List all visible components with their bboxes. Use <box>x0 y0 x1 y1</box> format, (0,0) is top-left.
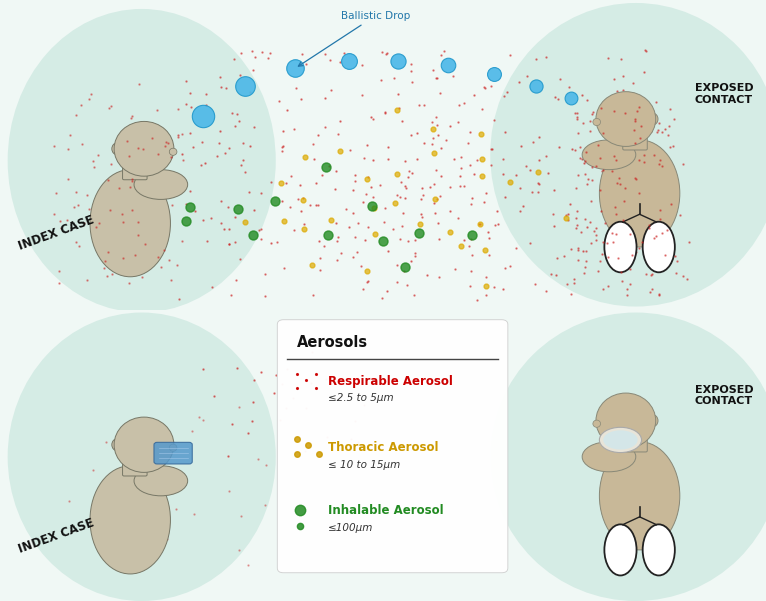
Ellipse shape <box>582 442 636 472</box>
Ellipse shape <box>604 222 637 272</box>
Ellipse shape <box>593 118 601 126</box>
Point <box>197 111 209 121</box>
Point <box>239 82 251 91</box>
FancyBboxPatch shape <box>623 127 647 150</box>
Ellipse shape <box>604 524 637 576</box>
Point <box>565 93 577 103</box>
FancyBboxPatch shape <box>277 320 508 573</box>
Point <box>342 56 355 66</box>
Ellipse shape <box>134 169 188 200</box>
Ellipse shape <box>490 3 766 307</box>
Text: Thoracic Aerosol: Thoracic Aerosol <box>328 441 438 454</box>
Ellipse shape <box>114 417 174 472</box>
Ellipse shape <box>599 140 680 247</box>
Text: ≤ 10 to 15μm: ≤ 10 to 15μm <box>328 460 400 469</box>
Ellipse shape <box>169 148 177 155</box>
FancyBboxPatch shape <box>154 442 192 464</box>
Ellipse shape <box>112 143 123 154</box>
Text: ≤2.5 to 5μm: ≤2.5 to 5μm <box>328 394 394 403</box>
Ellipse shape <box>114 121 174 176</box>
FancyBboxPatch shape <box>123 453 147 476</box>
Ellipse shape <box>8 313 276 601</box>
Ellipse shape <box>112 439 123 451</box>
Ellipse shape <box>596 92 656 147</box>
Text: EXPOSED
CONTACT: EXPOSED CONTACT <box>695 385 753 406</box>
Ellipse shape <box>169 444 177 451</box>
Point <box>530 82 542 91</box>
Ellipse shape <box>8 9 276 313</box>
Point <box>488 70 500 79</box>
Point <box>442 61 454 70</box>
Text: Respirable Aerosol: Respirable Aerosol <box>328 375 453 388</box>
Ellipse shape <box>90 169 170 277</box>
Text: ≤100μm: ≤100μm <box>328 523 373 532</box>
Ellipse shape <box>90 466 170 574</box>
Ellipse shape <box>490 313 766 601</box>
Ellipse shape <box>596 393 656 448</box>
Text: INDEX CASE: INDEX CASE <box>17 213 96 253</box>
Ellipse shape <box>599 427 642 453</box>
Text: INDEX CASE: INDEX CASE <box>17 516 96 556</box>
Text: Aerosols: Aerosols <box>297 335 368 350</box>
Ellipse shape <box>593 420 601 427</box>
Ellipse shape <box>599 442 680 550</box>
Text: EXPOSED
CONTACT: EXPOSED CONTACT <box>695 84 753 105</box>
Ellipse shape <box>134 466 188 496</box>
Ellipse shape <box>643 222 675 272</box>
Text: Inhalable Aerosol: Inhalable Aerosol <box>328 504 444 517</box>
Ellipse shape <box>582 140 636 169</box>
Point <box>289 64 301 73</box>
FancyBboxPatch shape <box>123 156 147 180</box>
Point <box>392 56 404 66</box>
Ellipse shape <box>647 415 658 427</box>
Text: Ballistic Drop: Ballistic Drop <box>299 11 410 66</box>
Ellipse shape <box>643 524 675 576</box>
Ellipse shape <box>647 113 658 125</box>
Ellipse shape <box>604 430 638 450</box>
FancyBboxPatch shape <box>623 429 647 452</box>
